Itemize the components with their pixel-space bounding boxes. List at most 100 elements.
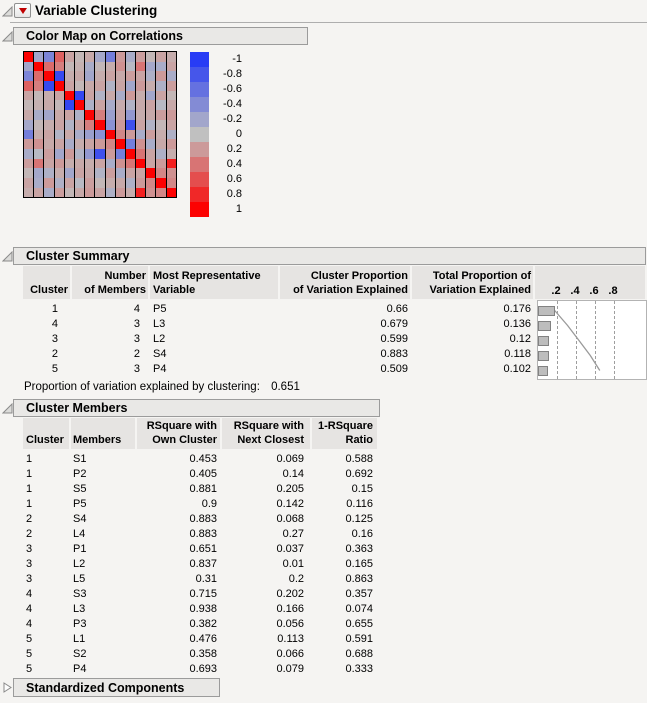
- heatmap-cell: [64, 110, 74, 120]
- section-header-cluster-members[interactable]: Cluster Members: [13, 399, 380, 417]
- rsquare-own-cell: 0.358: [189, 648, 217, 660]
- heatmap-cell: [34, 110, 44, 120]
- standardized-collapsed-icon[interactable]: [2, 682, 13, 693]
- heatmap-cell: [64, 61, 74, 72]
- table-row: 4 P3 0.382 0.056 0.655: [23, 617, 377, 632]
- heatmap-cell: [146, 148, 156, 159]
- heatmap-cell: [54, 148, 64, 159]
- table-row: 1 S5 0.881 0.205 0.15: [23, 482, 377, 497]
- heatmap-cell: [64, 90, 74, 101]
- rsquare-next-cell: 0.068: [276, 513, 304, 525]
- heatmap-cell: [74, 168, 85, 178]
- heatmap-cell: [136, 100, 146, 111]
- heatmap-cell: [54, 61, 64, 72]
- table-row: 3 3 L2 0.599 0.12: [23, 332, 533, 347]
- heatmap-cell: [44, 110, 54, 120]
- member-cell: P4: [73, 663, 87, 675]
- heatmap-cell: [105, 110, 115, 120]
- heatmap-cell: [166, 52, 176, 62]
- heatmap-cell: [136, 158, 146, 169]
- heatmap-cell: [54, 110, 64, 120]
- section-title: Color Map on Correlations: [26, 29, 183, 43]
- section-title: Cluster Summary: [26, 249, 130, 263]
- heatmap-cell: [166, 81, 176, 91]
- heatmap-cell: [95, 148, 105, 159]
- legend-color-block: [190, 172, 209, 187]
- table-row: 2 S4 0.883 0.068 0.125: [23, 512, 377, 527]
- heatmap-cell: [156, 139, 166, 149]
- member-cell: L5: [73, 573, 86, 585]
- section-header-color-map[interactable]: Color Map on Correlations: [13, 27, 308, 45]
- heatmap-cell: [64, 148, 74, 159]
- rsquare-next-cell: 0.142: [276, 498, 304, 510]
- outline-open-icon[interactable]: [2, 6, 13, 17]
- heatmap-cell: [156, 100, 166, 111]
- cluster-id-cell: 1: [26, 468, 33, 480]
- num-members-cell: 3: [133, 318, 140, 330]
- colormap-open-icon[interactable]: [2, 31, 13, 42]
- rsquare-own-cell: 0.883: [189, 528, 217, 540]
- heatmap-cell: [95, 100, 105, 111]
- member-cell: P3: [73, 618, 87, 630]
- axis-tick-label: .8: [608, 285, 618, 297]
- member-cell: L4: [73, 528, 86, 540]
- heatmap-cell: [115, 148, 125, 159]
- heatmap-cell: [44, 81, 54, 91]
- column-header: Members: [71, 418, 135, 449]
- rsquare-ratio-cell: 0.165: [345, 558, 373, 570]
- heatmap-cell: [34, 81, 44, 91]
- heatmap-cell: [64, 139, 74, 149]
- cluster-id-cell: 4: [26, 588, 33, 600]
- heatmap-cell: [64, 187, 74, 198]
- representative-variable-cell: P5: [153, 303, 167, 315]
- red-triangle-menu-button[interactable]: [14, 3, 31, 18]
- heatmap-cell: [54, 177, 64, 188]
- members-open-icon[interactable]: [2, 403, 13, 414]
- table-row: 3 L5 0.31 0.2 0.863: [23, 572, 377, 587]
- table-row: 2 2 S4 0.883 0.118: [23, 347, 533, 362]
- summary-open-icon[interactable]: [2, 251, 13, 262]
- legend-tick-label: -0.2: [223, 113, 242, 125]
- heatmap-cell: [156, 81, 166, 91]
- table-row: 1 P2 0.405 0.14 0.692: [23, 467, 377, 482]
- heatmap-cell: [24, 61, 34, 72]
- heatmap-cell: [115, 52, 125, 62]
- heatmap-cell: [125, 187, 136, 198]
- section-header-cluster-summary[interactable]: Cluster Summary: [13, 247, 646, 265]
- legend-color-block: [190, 127, 209, 142]
- heatmap-cell: [85, 52, 95, 62]
- member-cell: S3: [73, 588, 87, 600]
- heatmap-cell: [64, 158, 74, 169]
- rsquare-next-cell: 0.27: [282, 528, 304, 540]
- heatmap-cell: [105, 71, 115, 82]
- heatmap-cell: [85, 110, 95, 120]
- heatmap-cell: [125, 90, 136, 101]
- heatmap-cell: [136, 177, 146, 188]
- section-header-standardized-components[interactable]: Standardized Components: [13, 678, 220, 697]
- column-header: Most Representative Variable: [150, 266, 278, 299]
- representative-variable-cell: L2: [153, 333, 166, 345]
- cluster-id-cell: 2: [26, 513, 33, 525]
- member-cell: S1: [73, 453, 87, 465]
- heatmap-cell: [85, 119, 95, 130]
- cluster-id-cell: 1: [51, 303, 58, 315]
- heatmap-cell: [125, 100, 136, 111]
- heatmap-cell: [146, 71, 156, 82]
- heatmap-cell: [64, 119, 74, 130]
- heatmap-cell: [44, 52, 54, 62]
- member-cell: L1: [73, 633, 86, 645]
- legend-tick-label: 0.6: [226, 173, 242, 185]
- heatmap-cell: [85, 129, 95, 140]
- heatmap-cell: [34, 100, 44, 111]
- heatmap-cell: [64, 129, 74, 140]
- heatmap-cell: [166, 158, 176, 169]
- heatmap-cell: [166, 177, 176, 188]
- legend-tick-label: 1: [235, 203, 242, 215]
- heatmap-cell: [115, 61, 125, 72]
- column-header: Total Proportion of Variation Explained: [412, 266, 533, 299]
- heatmap-cell: [44, 158, 54, 169]
- cluster-id-cell: 2: [51, 348, 58, 360]
- rsquare-own-cell: 0.837: [189, 558, 217, 570]
- heatmap-cell: [44, 177, 54, 188]
- heatmap-cell: [64, 100, 74, 111]
